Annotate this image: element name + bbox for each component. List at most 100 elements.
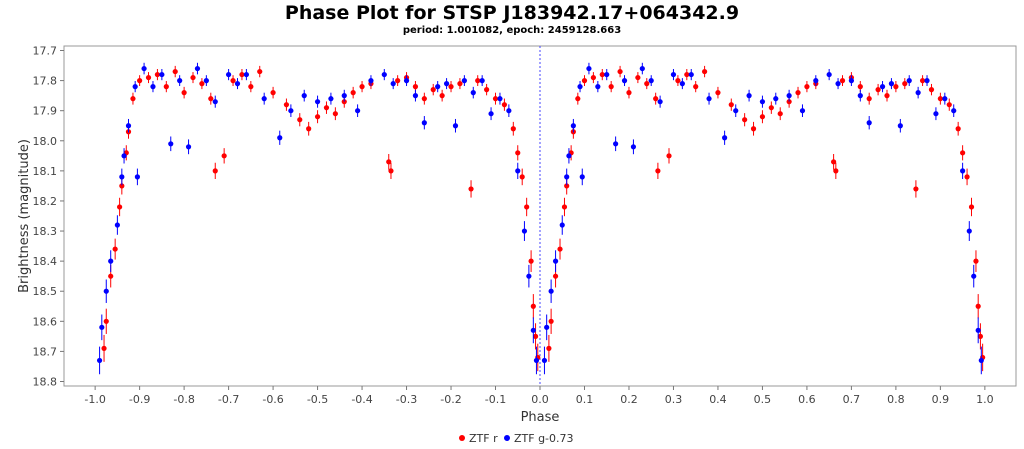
data-point bbox=[492, 96, 499, 102]
y-tick-label: 18.4 bbox=[33, 255, 58, 268]
data-point bbox=[635, 74, 641, 81]
data-point bbox=[715, 90, 721, 96]
y-tick-label: 18.0 bbox=[33, 135, 58, 148]
data-point bbox=[117, 204, 123, 210]
x-tick-label: -0.3 bbox=[396, 393, 417, 406]
data-point bbox=[777, 111, 783, 117]
data-point bbox=[964, 174, 970, 180]
data-point bbox=[552, 273, 559, 279]
data-point bbox=[579, 174, 585, 180]
x-tick-label: -0.1 bbox=[485, 393, 506, 406]
data-point bbox=[742, 117, 748, 123]
data-point bbox=[799, 108, 806, 114]
data-point bbox=[134, 174, 141, 180]
data-point bbox=[297, 117, 303, 123]
data-point bbox=[548, 288, 554, 294]
data-point bbox=[893, 84, 899, 90]
data-point bbox=[430, 87, 436, 93]
data-point bbox=[866, 96, 872, 102]
data-point bbox=[630, 144, 637, 150]
data-point bbox=[301, 93, 307, 99]
data-point bbox=[468, 186, 474, 192]
data-point bbox=[978, 357, 984, 364]
data-point bbox=[693, 84, 699, 90]
data-point bbox=[99, 324, 105, 330]
chart-subtitle: period: 1.001082, epoch: 2459128.663 bbox=[402, 25, 622, 36]
data-point bbox=[108, 258, 114, 264]
y-axis: 17.7 17.8 17.9 18.0 18.1 18.2 18.3 18.4 18.5 18.6… bbox=[33, 45, 64, 388]
data-point bbox=[919, 78, 926, 84]
data-point bbox=[924, 78, 930, 84]
data-point bbox=[132, 84, 138, 90]
data-point bbox=[270, 90, 276, 96]
data-point bbox=[570, 123, 576, 129]
data-point bbox=[172, 68, 178, 75]
data-point bbox=[564, 174, 570, 180]
data-point bbox=[532, 333, 539, 339]
data-point bbox=[528, 258, 534, 264]
legend-marker-ztf-g bbox=[504, 435, 510, 441]
series-ztf-g bbox=[96, 62, 984, 375]
data-point bbox=[225, 71, 232, 78]
data-point bbox=[915, 90, 921, 96]
data-point bbox=[533, 357, 540, 364]
data-point bbox=[323, 105, 330, 111]
data-point bbox=[150, 84, 156, 90]
data-point bbox=[212, 168, 218, 174]
data-point bbox=[359, 84, 365, 90]
data-point bbox=[879, 84, 886, 90]
x-tick-label: -0.7 bbox=[218, 393, 239, 406]
data-point bbox=[448, 84, 454, 90]
data-point bbox=[679, 81, 685, 87]
data-point bbox=[552, 258, 559, 264]
x-tick-label: 0.4 bbox=[709, 393, 727, 406]
data-point bbox=[163, 84, 169, 90]
data-point bbox=[314, 114, 321, 120]
data-point bbox=[655, 168, 661, 174]
data-point bbox=[902, 81, 908, 87]
x-tick-label: 0.6 bbox=[798, 393, 816, 406]
data-point bbox=[604, 71, 610, 78]
data-point bbox=[835, 81, 841, 87]
data-point bbox=[975, 303, 981, 309]
data-point bbox=[403, 78, 410, 84]
chart-title: Phase Plot for STSP J183942.17+064342.9 bbox=[284, 2, 740, 24]
x-tick-label: -0.9 bbox=[129, 393, 150, 406]
data-point bbox=[332, 111, 338, 117]
data-point bbox=[648, 78, 654, 84]
data-point bbox=[626, 90, 632, 96]
data-point bbox=[733, 108, 739, 114]
data-point bbox=[457, 81, 463, 87]
data-point bbox=[510, 126, 516, 132]
data-point bbox=[657, 99, 663, 105]
data-point bbox=[199, 81, 205, 87]
data-point bbox=[501, 102, 508, 108]
data-point bbox=[968, 204, 975, 210]
data-point bbox=[328, 96, 334, 102]
data-point bbox=[728, 102, 734, 108]
data-point bbox=[857, 93, 863, 99]
data-point bbox=[566, 153, 572, 159]
data-point bbox=[130, 96, 136, 102]
data-point bbox=[897, 123, 903, 129]
data-point bbox=[951, 108, 957, 114]
data-point bbox=[439, 93, 445, 99]
data-point bbox=[524, 204, 530, 210]
data-point bbox=[355, 108, 361, 114]
legend: ZTF r ZTF g-0.73 bbox=[459, 432, 574, 445]
data-point bbox=[443, 81, 450, 87]
data-point bbox=[314, 99, 321, 105]
data-point bbox=[521, 228, 528, 234]
x-tick-label: -0.6 bbox=[262, 393, 283, 406]
data-point bbox=[946, 102, 952, 108]
data-point bbox=[203, 78, 209, 84]
x-tick-label: -0.4 bbox=[351, 393, 372, 406]
data-point bbox=[470, 90, 476, 96]
data-point bbox=[561, 204, 568, 210]
data-point bbox=[395, 78, 401, 84]
data-point bbox=[101, 345, 107, 351]
data-point bbox=[557, 246, 563, 252]
data-point bbox=[955, 126, 961, 132]
data-point bbox=[121, 153, 127, 159]
data-point bbox=[119, 183, 125, 189]
